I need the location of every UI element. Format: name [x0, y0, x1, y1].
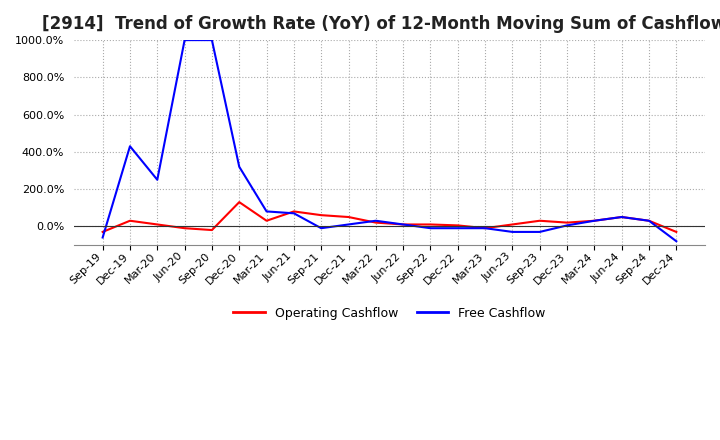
- Operating Cashflow: [563, 220, 572, 225]
- Operating Cashflow: [644, 218, 653, 224]
- Legend: Operating Cashflow, Free Cashflow: Operating Cashflow, Free Cashflow: [228, 302, 551, 325]
- Operating Cashflow: [508, 222, 517, 227]
- Free Cashflow: [317, 226, 325, 231]
- Free Cashflow: [536, 229, 544, 235]
- Free Cashflow: [454, 226, 462, 231]
- Free Cashflow: [126, 143, 135, 149]
- Free Cashflow: [235, 164, 243, 169]
- Operating Cashflow: [317, 213, 325, 218]
- Operating Cashflow: [126, 218, 135, 224]
- Operating Cashflow: [344, 214, 353, 220]
- Free Cashflow: [426, 226, 435, 231]
- Free Cashflow: [563, 223, 572, 228]
- Line: Free Cashflow: Free Cashflow: [103, 40, 676, 241]
- Operating Cashflow: [536, 218, 544, 224]
- Free Cashflow: [644, 218, 653, 224]
- Operating Cashflow: [672, 229, 680, 235]
- Operating Cashflow: [590, 218, 599, 224]
- Free Cashflow: [289, 211, 298, 216]
- Operating Cashflow: [289, 209, 298, 214]
- Operating Cashflow: [481, 226, 490, 231]
- Free Cashflow: [262, 209, 271, 214]
- Free Cashflow: [180, 37, 189, 43]
- Line: Operating Cashflow: Operating Cashflow: [103, 202, 676, 232]
- Free Cashflow: [344, 222, 353, 227]
- Operating Cashflow: [426, 222, 435, 227]
- Free Cashflow: [372, 218, 380, 224]
- Free Cashflow: [99, 235, 107, 240]
- Free Cashflow: [508, 229, 517, 235]
- Free Cashflow: [399, 222, 408, 227]
- Operating Cashflow: [617, 214, 626, 220]
- Operating Cashflow: [99, 229, 107, 235]
- Operating Cashflow: [262, 218, 271, 224]
- Free Cashflow: [481, 226, 490, 231]
- Operating Cashflow: [180, 226, 189, 231]
- Free Cashflow: [672, 238, 680, 244]
- Free Cashflow: [207, 37, 216, 43]
- Operating Cashflow: [153, 222, 161, 227]
- Operating Cashflow: [399, 222, 408, 227]
- Free Cashflow: [153, 177, 161, 183]
- Operating Cashflow: [235, 199, 243, 205]
- Operating Cashflow: [207, 227, 216, 233]
- Title: [2914]  Trend of Growth Rate (YoY) of 12-Month Moving Sum of Cashflows: [2914] Trend of Growth Rate (YoY) of 12-…: [42, 15, 720, 33]
- Free Cashflow: [617, 214, 626, 220]
- Operating Cashflow: [372, 220, 380, 225]
- Free Cashflow: [590, 218, 599, 224]
- Operating Cashflow: [454, 223, 462, 228]
